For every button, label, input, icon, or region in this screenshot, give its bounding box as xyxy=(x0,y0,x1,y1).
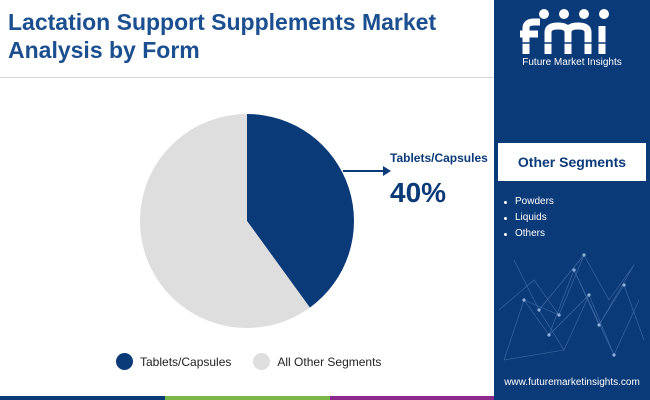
segment-label: Powders xyxy=(515,196,554,207)
segment-label: Liquids xyxy=(515,212,547,223)
pie-chart xyxy=(139,114,354,328)
other-segments-header: Other Segments xyxy=(498,143,646,181)
other-segments-title: Other Segments xyxy=(517,154,627,170)
website-link[interactable]: www.futuremarketinsights.com xyxy=(504,377,640,388)
callout-label: Tablets/Capsules xyxy=(390,151,488,165)
bottom-bar-segment-1 xyxy=(0,396,165,400)
sidebar: Future Market Insights Other Segments Po… xyxy=(494,0,650,400)
bottom-bar-segment-4 xyxy=(494,396,650,400)
segment-item: Liquids xyxy=(504,210,644,226)
legend-swatch-other xyxy=(253,353,271,370)
pie-slice-all-other-segments xyxy=(139,114,310,328)
bottom-bar-segment-2 xyxy=(165,396,330,400)
brand-logo: Future Market Insights xyxy=(494,0,650,76)
bullet-icon xyxy=(504,232,507,236)
bottom-bar-segment-3 xyxy=(330,396,494,400)
legend-item-other: All Other Segments xyxy=(253,353,381,370)
brand-name: Future Market Insights xyxy=(522,57,622,68)
bullet-icon xyxy=(504,216,507,220)
segment-item: Others xyxy=(504,226,644,242)
page-title: Lactation Support Supplements Market Ana… xyxy=(8,9,437,63)
legend-label-other: All Other Segments xyxy=(277,354,382,369)
pie-slice-tablets-capsules xyxy=(247,114,354,308)
bullet-icon xyxy=(504,200,507,204)
legend-label-tablets: Tablets/Capsules xyxy=(140,354,232,369)
chart-legend: Tablets/Capsules All Other Segments xyxy=(116,353,403,370)
callout-arrow xyxy=(343,166,391,176)
fmi-logo-icon xyxy=(514,9,630,54)
legend-swatch-tablets xyxy=(116,353,133,370)
other-segments-list: Powders Liquids Others xyxy=(504,194,644,242)
segment-label: Others xyxy=(515,228,546,239)
legend-item-tablets: Tablets/Capsules xyxy=(116,353,231,370)
callout-value: 40% xyxy=(390,177,447,208)
network-graphic xyxy=(498,253,645,361)
segment-item: Powders xyxy=(504,194,644,210)
title-divider xyxy=(0,77,494,78)
